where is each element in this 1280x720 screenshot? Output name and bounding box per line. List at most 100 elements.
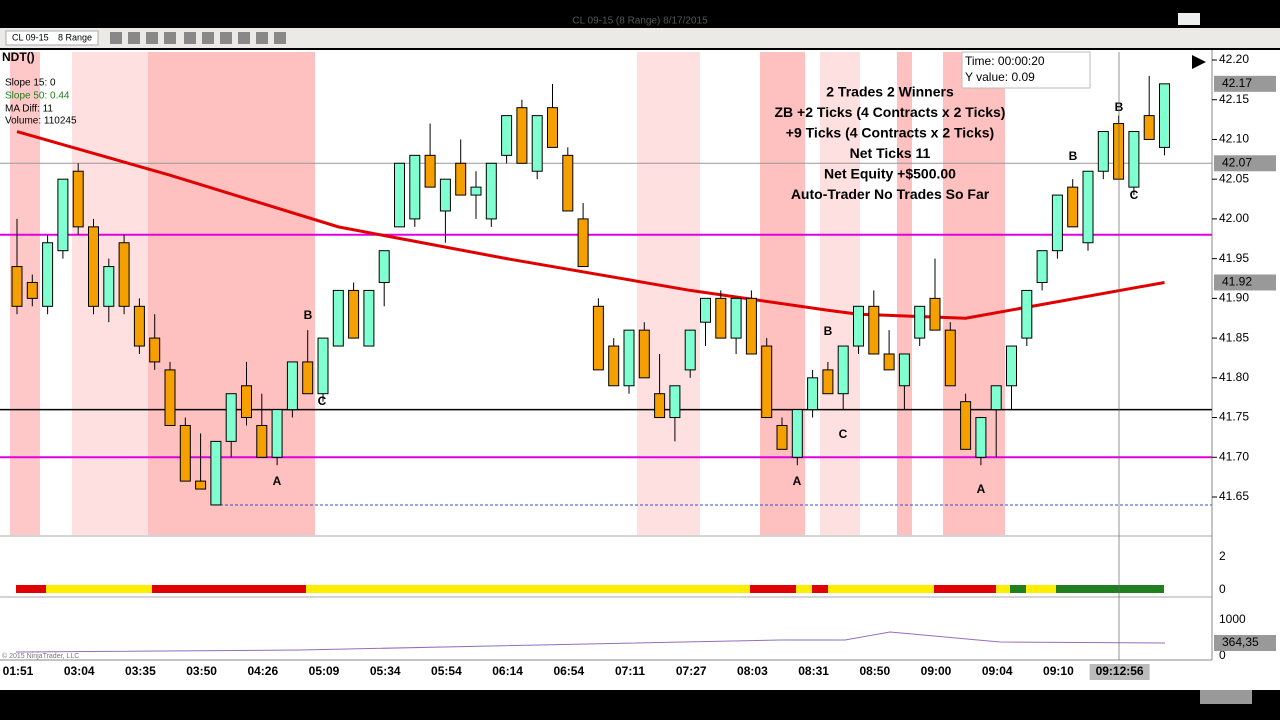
price-marker-label: 42.17	[1222, 76, 1252, 90]
candle-body	[761, 345, 773, 419]
candle-body	[470, 186, 482, 196]
candle-body	[684, 329, 696, 371]
copyright: © 2015 NinjaTrader, LLC	[2, 652, 79, 660]
candle-body	[439, 178, 451, 212]
x-tick-label: 05:54	[431, 664, 462, 678]
candle-body	[516, 107, 528, 164]
pattern-label: A	[793, 474, 802, 488]
x-tick-label: 09:04	[982, 664, 1013, 678]
candle-body	[348, 289, 360, 339]
x-tick-label: 08:50	[859, 664, 890, 678]
tooltip-line: Y value: 0.09	[965, 70, 1035, 84]
candle-body	[623, 329, 635, 387]
x-tick-label: 01:51	[3, 664, 34, 678]
pattern-label: C	[839, 427, 848, 441]
candle-body	[1128, 131, 1140, 188]
candle-body	[394, 162, 405, 228]
candle-body	[332, 289, 344, 347]
candle-body	[791, 409, 803, 458]
x-tick-label: 06:54	[553, 664, 584, 678]
pattern-label: C	[318, 394, 327, 408]
candle-body	[241, 385, 252, 419]
pattern-label: C	[1130, 188, 1139, 202]
x-tick-label: 03:50	[186, 664, 217, 678]
candle-body	[562, 154, 574, 212]
y-tick-label: 42.00	[1219, 211, 1249, 225]
instrument-box[interactable]	[5, 30, 99, 46]
candle-body	[42, 242, 54, 307]
y-tick-label: 41.80	[1219, 370, 1249, 384]
candle-body	[822, 369, 834, 395]
candle-body	[638, 329, 650, 379]
candle-body	[975, 417, 987, 458]
candle-body	[577, 218, 589, 268]
y-tick-label: 41.85	[1219, 330, 1249, 344]
minimize[interactable]	[1178, 13, 1200, 25]
indicator-name: NDT()	[2, 50, 35, 64]
volume-marker-label: 364,35	[1222, 635, 1259, 649]
tooltip	[961, 51, 1091, 89]
window-title: CL 09-15 (8 Range) 8/17/2015	[572, 16, 708, 27]
annotation-line: +9 Ticks (4 Contracts x 2 Ticks)	[786, 125, 994, 141]
y-tick-label: 41.90	[1219, 291, 1249, 305]
candle-body	[179, 424, 191, 482]
toolbar-icons[interactable]	[110, 32, 286, 44]
x-tick-label: 04:26	[247, 664, 278, 678]
candle-body	[990, 385, 1002, 411]
time-cursor	[1089, 664, 1150, 680]
annotation-line: Net Equity +$500.00	[824, 166, 956, 182]
candle-body	[149, 337, 161, 363]
toolbar	[0, 28, 1280, 48]
candle-body	[1006, 345, 1017, 387]
scrollbar[interactable]	[1200, 690, 1252, 704]
tooltip-line: Time: 00:00:20	[965, 54, 1045, 68]
x-tick-label: 08:03	[737, 664, 768, 678]
candle-body	[72, 170, 84, 228]
x-tick-label: 06:14	[492, 664, 523, 678]
volume-average	[15, 631, 1166, 653]
candle-body	[11, 266, 23, 307]
candle-body	[914, 305, 926, 339]
x-tick-label: 03:35	[125, 664, 156, 678]
candle-body	[608, 345, 620, 387]
candle-body	[1067, 186, 1079, 228]
x-tick-label: 05:09	[309, 664, 340, 678]
candle-body	[225, 393, 237, 442]
signal-strip	[16, 585, 1164, 593]
scroll-end[interactable]	[1192, 55, 1206, 69]
candle-body	[302, 361, 314, 395]
candle-body	[1051, 194, 1063, 252]
candle-body	[868, 305, 880, 355]
candle-body	[1097, 131, 1109, 172]
y-tick-label: 41.65	[1219, 489, 1249, 503]
y-tick-label: 42.15	[1219, 92, 1249, 106]
price-marker-label: 42.07	[1222, 155, 1252, 169]
candle-body	[1082, 170, 1094, 244]
candle-body	[317, 337, 329, 395]
candle-body	[118, 242, 130, 307]
candle-body	[853, 305, 864, 347]
candle-body	[1159, 83, 1170, 148]
candle-body	[286, 361, 298, 411]
indicator-line: Volume: 110245	[5, 116, 77, 127]
candle-body	[256, 424, 268, 458]
candle-body	[485, 162, 497, 220]
pane-texts: NDT() Slope 15: 0 Slope 50: 0.44 MA Diff…	[2, 50, 1206, 660]
x-tick-label: 03:04	[64, 664, 95, 678]
period[interactable]: 8 Range	[58, 32, 92, 42]
price-marker-label: 41.92	[1222, 275, 1252, 289]
x-tick-label: 05:34	[370, 664, 401, 678]
candle-body	[715, 297, 727, 339]
candle-body	[1143, 115, 1155, 140]
candle-body	[501, 115, 513, 156]
candle-body	[210, 440, 222, 506]
candle-body	[271, 409, 283, 458]
x-tick-label: 09:10	[1043, 664, 1074, 678]
indicator-line: Slope 15: 0	[5, 78, 56, 89]
candle-body	[424, 154, 436, 188]
panel-tick-label: 0	[1219, 582, 1226, 596]
y-tick-label: 42.20	[1219, 52, 1249, 66]
candle-body	[898, 353, 910, 387]
indicator-line: Slope 50: 0.44	[5, 91, 70, 102]
candle-body	[837, 345, 849, 395]
